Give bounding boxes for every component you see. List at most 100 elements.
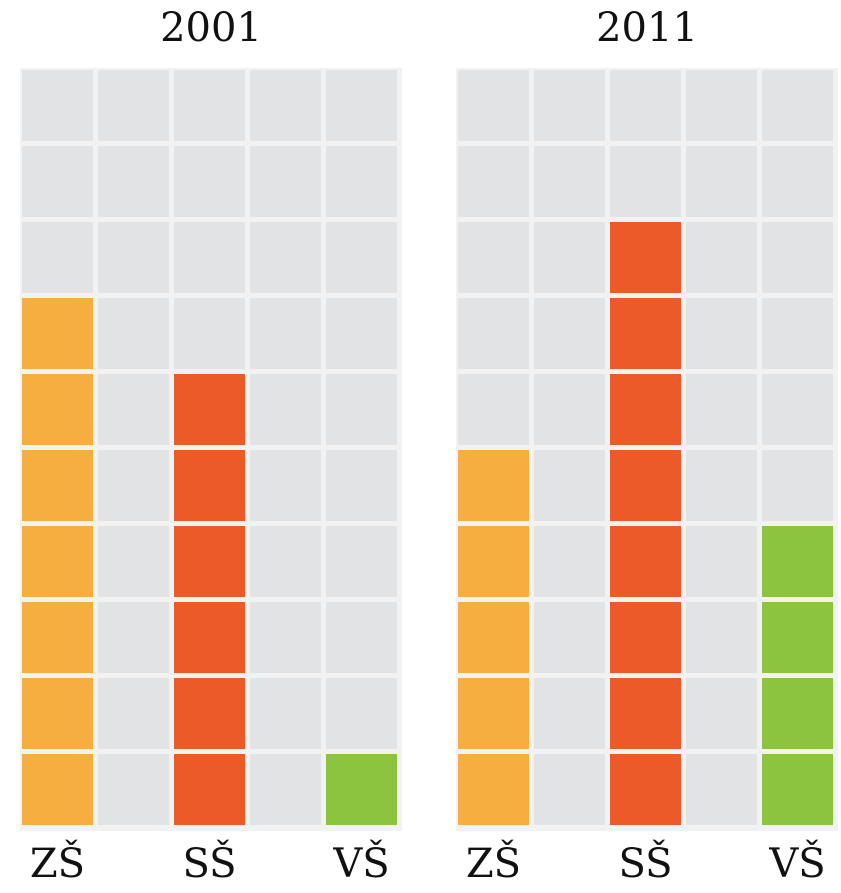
- chart-title: 2001: [160, 5, 262, 51]
- empty-cell: [174, 298, 245, 369]
- filled-cell: [458, 678, 529, 749]
- category-label: VŠ: [769, 841, 826, 887]
- empty-cell: [534, 222, 605, 293]
- empty-cell: [610, 146, 681, 217]
- empty-cell: [534, 602, 605, 673]
- filled-cell: [610, 450, 681, 521]
- filled-cell: [610, 602, 681, 673]
- filled-cell: [458, 754, 529, 825]
- filled-cell: [610, 222, 681, 293]
- empty-cell: [326, 450, 397, 521]
- filled-cell: [22, 602, 93, 673]
- filled-cell: [22, 374, 93, 445]
- empty-cell: [250, 678, 321, 749]
- empty-cell: [98, 450, 169, 521]
- filled-cell: [762, 602, 833, 673]
- filled-cell: [458, 450, 529, 521]
- empty-cell: [98, 222, 169, 293]
- empty-cell: [762, 450, 833, 521]
- empty-cell: [326, 374, 397, 445]
- empty-cell: [326, 298, 397, 369]
- filled-cell: [610, 754, 681, 825]
- empty-cell: [326, 222, 397, 293]
- filled-cell: [174, 450, 245, 521]
- empty-cell: [686, 222, 757, 293]
- empty-cell: [326, 146, 397, 217]
- chart-title: 2011: [596, 5, 698, 51]
- empty-cell: [250, 754, 321, 825]
- empty-cell: [762, 222, 833, 293]
- filled-cell: [762, 526, 833, 597]
- empty-cell: [534, 146, 605, 217]
- empty-cell: [686, 70, 757, 141]
- empty-cell: [534, 450, 605, 521]
- empty-cell: [762, 298, 833, 369]
- filled-cell: [174, 526, 245, 597]
- category-label: ZŠ: [29, 841, 86, 887]
- category-label: SŠ: [618, 841, 673, 887]
- empty-cell: [762, 374, 833, 445]
- filled-cell: [458, 526, 529, 597]
- empty-cell: [326, 70, 397, 141]
- empty-cell: [458, 298, 529, 369]
- empty-cell: [98, 298, 169, 369]
- filled-cell: [22, 526, 93, 597]
- empty-cell: [250, 374, 321, 445]
- waffle-grid: [20, 68, 402, 831]
- empty-cell: [686, 526, 757, 597]
- category-label: VŠ: [333, 841, 390, 887]
- empty-cell: [458, 70, 529, 141]
- empty-cell: [686, 298, 757, 369]
- empty-cell: [534, 374, 605, 445]
- filled-cell: [610, 374, 681, 445]
- empty-cell: [250, 298, 321, 369]
- empty-cell: [174, 146, 245, 217]
- empty-cell: [686, 678, 757, 749]
- waffle-grid: [456, 68, 838, 831]
- empty-cell: [686, 146, 757, 217]
- empty-cell: [458, 222, 529, 293]
- empty-cell: [686, 374, 757, 445]
- empty-cell: [686, 450, 757, 521]
- empty-cell: [250, 146, 321, 217]
- empty-cell: [250, 222, 321, 293]
- filled-cell: [610, 526, 681, 597]
- empty-cell: [534, 678, 605, 749]
- empty-cell: [98, 70, 169, 141]
- empty-cell: [174, 70, 245, 141]
- filled-cell: [326, 754, 397, 825]
- empty-cell: [610, 70, 681, 141]
- filled-cell: [174, 754, 245, 825]
- empty-cell: [98, 754, 169, 825]
- empty-cell: [326, 602, 397, 673]
- empty-cell: [250, 70, 321, 141]
- empty-cell: [98, 526, 169, 597]
- empty-cell: [22, 222, 93, 293]
- empty-cell: [250, 450, 321, 521]
- empty-cell: [458, 374, 529, 445]
- empty-cell: [326, 526, 397, 597]
- chart-panel-2001: 2001 ZŠ SŠ VŠ: [20, 0, 402, 893]
- empty-cell: [686, 602, 757, 673]
- empty-cell: [98, 602, 169, 673]
- empty-cell: [98, 374, 169, 445]
- filled-cell: [762, 754, 833, 825]
- filled-cell: [610, 678, 681, 749]
- empty-cell: [534, 526, 605, 597]
- filled-cell: [22, 298, 93, 369]
- empty-cell: [534, 70, 605, 141]
- filled-cell: [174, 374, 245, 445]
- filled-cell: [174, 678, 245, 749]
- empty-cell: [762, 70, 833, 141]
- empty-cell: [686, 754, 757, 825]
- filled-cell: [458, 602, 529, 673]
- filled-cell: [610, 298, 681, 369]
- filled-cell: [22, 754, 93, 825]
- empty-cell: [22, 70, 93, 141]
- empty-cell: [762, 146, 833, 217]
- empty-cell: [534, 754, 605, 825]
- empty-cell: [250, 602, 321, 673]
- category-label: ZŠ: [465, 841, 522, 887]
- category-label: SŠ: [182, 841, 237, 887]
- empty-cell: [98, 146, 169, 217]
